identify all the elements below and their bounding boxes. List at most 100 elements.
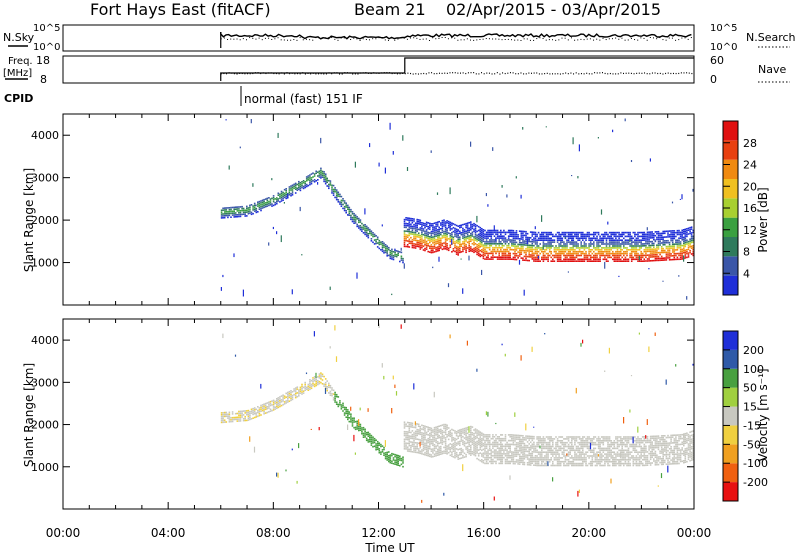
cell (477, 246, 480, 249)
nsearch-dot (668, 37, 670, 39)
cell (440, 428, 442, 431)
cell (514, 453, 516, 455)
cell (266, 201, 269, 203)
cell (417, 423, 420, 426)
cell (656, 252, 658, 254)
cell (657, 255, 660, 258)
cell (619, 250, 622, 253)
nave-dot (646, 73, 648, 75)
cell (651, 235, 653, 237)
cell (257, 411, 259, 414)
cell (686, 256, 688, 259)
cell (419, 246, 422, 248)
cell (334, 401, 336, 403)
cell (261, 406, 264, 408)
cell (678, 239, 680, 241)
cell (466, 231, 469, 234)
cell (536, 443, 538, 446)
cell (662, 236, 664, 238)
cell (429, 241, 431, 244)
cell (547, 237, 549, 240)
cell (468, 221, 470, 224)
cell (575, 233, 578, 236)
cell (403, 423, 406, 425)
cell (451, 228, 453, 230)
cell (260, 202, 262, 204)
cell (585, 239, 587, 241)
nave-dot (473, 72, 475, 74)
cell (559, 237, 562, 240)
cell (463, 431, 466, 434)
cell (670, 236, 672, 238)
cell (498, 443, 500, 446)
nave-dot (562, 73, 564, 75)
cell (643, 258, 646, 260)
cell (509, 447, 511, 449)
cell (477, 441, 480, 444)
cell (249, 414, 251, 417)
nsearch-dot (662, 39, 664, 41)
cell (457, 233, 459, 235)
cell (406, 438, 409, 441)
cell (563, 231, 565, 234)
cell (373, 243, 376, 245)
cell (602, 237, 605, 240)
cell (485, 246, 488, 249)
cell (279, 403, 281, 406)
cell (451, 438, 453, 440)
cell (465, 434, 467, 437)
cell (507, 258, 510, 260)
cell-noise (514, 412, 516, 417)
cell (351, 421, 354, 423)
cpid-mode: normal (fast) 151 IF (244, 92, 363, 106)
cell (312, 377, 314, 379)
cell (252, 411, 254, 414)
cell (493, 441, 496, 444)
power-cbar-swatch (723, 256, 738, 276)
cell (498, 453, 500, 455)
cell (518, 436, 521, 439)
power-cbar-swatch (723, 121, 738, 141)
cell (679, 250, 682, 253)
cell (274, 402, 276, 405)
cell (433, 426, 436, 429)
cell (408, 425, 411, 428)
nave-dot (346, 72, 348, 74)
cell (482, 454, 485, 456)
cell (414, 447, 417, 450)
cell-noise (597, 137, 599, 139)
cell (541, 250, 543, 253)
cell (692, 229, 694, 232)
cell (683, 229, 685, 231)
cell (525, 437, 527, 439)
cell (623, 245, 625, 247)
cell (370, 234, 373, 236)
nsearch-dot (353, 37, 355, 39)
cell (444, 433, 447, 435)
cell-noise (487, 204, 489, 207)
cell (544, 245, 546, 247)
cell (468, 241, 470, 243)
cell (408, 234, 411, 237)
cell (506, 455, 508, 457)
cell-noise (253, 446, 256, 453)
cell (419, 227, 422, 229)
cell (405, 431, 407, 433)
cell (488, 229, 491, 232)
cell (488, 243, 491, 245)
cell (667, 247, 669, 250)
nave-dot (528, 72, 530, 74)
cell (222, 217, 224, 219)
cell (443, 440, 445, 443)
cell (231, 413, 234, 415)
nave-dot (402, 72, 404, 74)
cell (466, 442, 469, 444)
cell (444, 228, 447, 231)
cell (252, 407, 254, 410)
cell (438, 232, 440, 234)
cell (258, 412, 261, 415)
cell (302, 187, 305, 190)
cell (577, 239, 579, 241)
cell (466, 426, 469, 429)
cell (290, 193, 292, 195)
